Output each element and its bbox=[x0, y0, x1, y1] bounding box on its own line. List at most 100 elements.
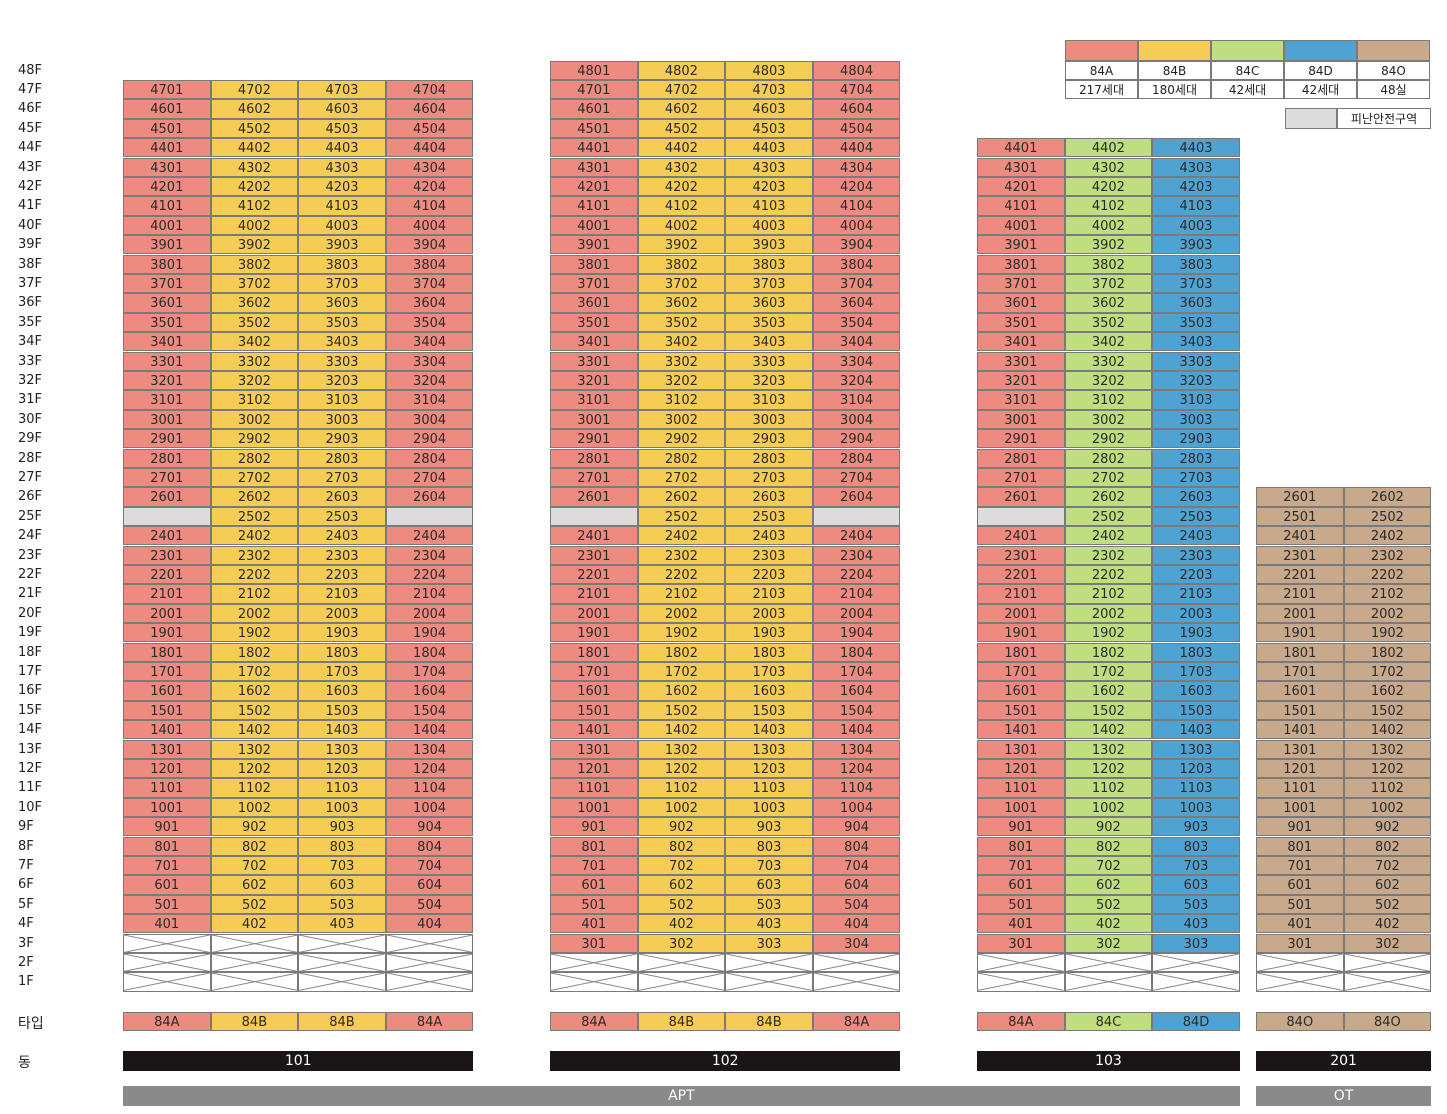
unit-cell: 1801 bbox=[123, 642, 211, 662]
unit-cell: 4402 bbox=[1064, 138, 1153, 158]
refuge-zone-cell bbox=[123, 506, 211, 527]
unit-cell: 1403 bbox=[725, 720, 813, 740]
unit-cell: 601 bbox=[1256, 875, 1344, 895]
unit-cell: 2802 bbox=[1064, 448, 1153, 468]
unit-cell: 3403 bbox=[1152, 332, 1240, 352]
unit-cell: 2803 bbox=[1152, 448, 1240, 468]
floor-label: 10F bbox=[18, 799, 43, 815]
unit-cell: 4604 bbox=[385, 99, 474, 119]
unit-cell: 2802 bbox=[210, 448, 299, 468]
unit-cell: 1002 bbox=[210, 797, 299, 818]
unit-cell: 1702 bbox=[1064, 661, 1153, 682]
unit-cell: 2701 bbox=[123, 467, 211, 488]
unit-cell: 3103 bbox=[298, 390, 386, 410]
legend-swatch bbox=[1284, 40, 1357, 61]
piloti-cell bbox=[1343, 952, 1432, 973]
unit-cell: 3501 bbox=[550, 312, 638, 333]
unit-cell: 2804 bbox=[385, 448, 474, 468]
floor-label: 25F bbox=[18, 508, 43, 524]
unit-cell: 4201 bbox=[977, 176, 1065, 197]
unit-cell: 4102 bbox=[637, 196, 726, 216]
unit-cell: 3703 bbox=[298, 273, 386, 294]
unit-cell: 4403 bbox=[1152, 138, 1240, 158]
unit-cell: 2002 bbox=[1064, 603, 1153, 624]
unit-cell: 1102 bbox=[1343, 778, 1432, 798]
unit-cell: 602 bbox=[210, 875, 299, 895]
unit-cell: 4602 bbox=[637, 99, 726, 119]
unit-cell: 3702 bbox=[1064, 273, 1153, 294]
unit-cell: 2102 bbox=[210, 584, 299, 604]
unit-cell: 1203 bbox=[725, 758, 813, 779]
unit-cell: 1704 bbox=[385, 661, 474, 682]
unit-cell: 1901 bbox=[550, 623, 638, 643]
unit-cell: 4001 bbox=[550, 215, 638, 236]
unit-cell: 2002 bbox=[210, 603, 299, 624]
unit-cell: 4204 bbox=[812, 176, 901, 197]
unit-cell: 701 bbox=[977, 855, 1065, 876]
unit-cell: 1101 bbox=[977, 778, 1065, 798]
unit-cell: 4102 bbox=[1064, 196, 1153, 216]
unit-cell: 2304 bbox=[812, 545, 901, 565]
floor-label: 31F bbox=[18, 392, 43, 408]
unit-cell: 4404 bbox=[385, 138, 474, 158]
unit-cell: 602 bbox=[1064, 875, 1153, 895]
unit-cell: 2401 bbox=[550, 526, 638, 546]
unit-cell: 3804 bbox=[385, 254, 474, 274]
unit-cell: 2301 bbox=[550, 545, 638, 565]
unit-cell: 3203 bbox=[725, 370, 813, 391]
unit-cell: 1202 bbox=[1064, 758, 1153, 779]
unit-cell: 1604 bbox=[812, 681, 901, 701]
unit-cell: 2404 bbox=[385, 526, 474, 546]
unit-cell: 3203 bbox=[298, 370, 386, 391]
unit-cell: 702 bbox=[1343, 855, 1432, 876]
unit-cell: 2602 bbox=[637, 487, 726, 507]
unit-cell: 3601 bbox=[977, 293, 1065, 313]
unit-cell: 2902 bbox=[210, 429, 299, 449]
unit-cell: 2704 bbox=[812, 467, 901, 488]
legend-count: 217세대 bbox=[1065, 80, 1138, 99]
unit-cell: 3503 bbox=[1152, 312, 1240, 333]
floor-label: 18F bbox=[18, 644, 43, 660]
unit-cell: 3103 bbox=[1152, 390, 1240, 410]
unit-cell: 3003 bbox=[725, 409, 813, 430]
unit-cell: 402 bbox=[1343, 914, 1432, 934]
unit-cell: 3801 bbox=[977, 254, 1065, 274]
unit-cell: 1801 bbox=[977, 642, 1065, 662]
unit-cell: 1903 bbox=[298, 623, 386, 643]
legend-type: 84B bbox=[1138, 61, 1211, 80]
floor-label: 42F bbox=[18, 178, 43, 194]
legend-count: 180세대 bbox=[1138, 80, 1211, 99]
unit-cell: 3802 bbox=[1064, 254, 1153, 274]
unit-cell: 4604 bbox=[812, 99, 901, 119]
unit-cell: 2204 bbox=[812, 564, 901, 585]
unit-cell: 2802 bbox=[637, 448, 726, 468]
unit-cell: 1902 bbox=[210, 623, 299, 643]
floor-label: 40F bbox=[18, 217, 43, 233]
unit-cell: 3702 bbox=[637, 273, 726, 294]
unit-cell: 4501 bbox=[123, 118, 211, 139]
unit-cell: 1601 bbox=[1256, 681, 1344, 701]
unit-cell: 4003 bbox=[725, 215, 813, 236]
floor-label: 12F bbox=[18, 760, 43, 776]
unit-cell: 2102 bbox=[637, 584, 726, 604]
building-name-bar: 103 bbox=[977, 1051, 1240, 1071]
floor-label: 15F bbox=[18, 702, 43, 718]
type-label-cell: 84B bbox=[210, 1012, 299, 1032]
unit-cell: 2101 bbox=[123, 584, 211, 604]
unit-cell: 603 bbox=[298, 875, 386, 895]
unit-cell: 2801 bbox=[550, 448, 638, 468]
unit-cell: 2902 bbox=[1064, 429, 1153, 449]
unit-cell: 4703 bbox=[298, 79, 386, 100]
unit-cell: 1301 bbox=[977, 739, 1065, 759]
unit-cell: 2201 bbox=[550, 564, 638, 585]
building-name-bar: 201 bbox=[1256, 1051, 1432, 1071]
unit-cell: 301 bbox=[977, 933, 1065, 953]
unit-cell: 1103 bbox=[725, 778, 813, 798]
unit-cell: 2002 bbox=[637, 603, 726, 624]
unit-cell: 4804 bbox=[812, 60, 901, 80]
unit-cell: 1903 bbox=[725, 623, 813, 643]
unit-cell: 2703 bbox=[298, 467, 386, 488]
piloti-cell bbox=[123, 972, 211, 992]
unit-cell: 1603 bbox=[725, 681, 813, 701]
unit-cell: 1702 bbox=[1343, 661, 1432, 682]
